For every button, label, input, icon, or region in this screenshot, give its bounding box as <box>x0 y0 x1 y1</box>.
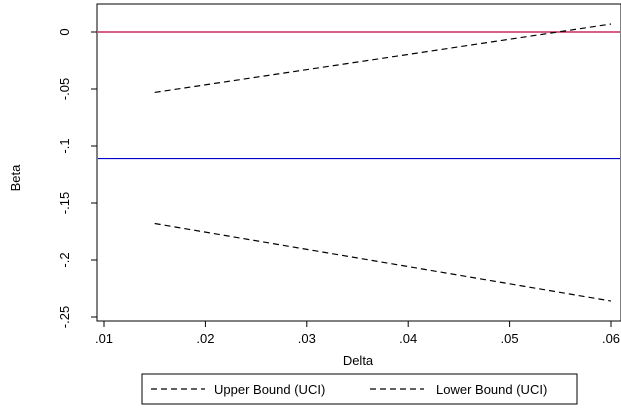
x-tick-label: .04 <box>399 331 417 346</box>
y-tick-label: -.05 <box>57 78 72 100</box>
reference-lines <box>98 31 620 160</box>
y-tick-label: -.1 <box>57 138 72 153</box>
x-tick-label: .02 <box>196 331 214 346</box>
plot-frame <box>96 3 621 322</box>
legend-box <box>141 373 578 405</box>
legend: Upper Bound (UCI) Lower Bound (UCI) <box>141 373 578 405</box>
x-tick-label: .05 <box>501 331 519 346</box>
x-tick-label: .06 <box>602 331 620 346</box>
x-axis-title: Delta <box>343 353 374 368</box>
series-line-2 <box>154 222 612 302</box>
x-tick-label: .03 <box>298 331 316 346</box>
x-tick-label: .01 <box>95 331 113 346</box>
series-line-1 <box>154 23 612 94</box>
x-axis: .01 .02 .03 .04 .05 .06 <box>95 321 620 346</box>
y-tick-label: -.15 <box>57 192 72 214</box>
series-lines <box>154 23 612 302</box>
y-tick-label: -.25 <box>57 306 72 328</box>
legend-label-2: Lower Bound (UCI) <box>436 382 547 397</box>
y-axis: 0 -.05 -.1 -.15 -.2 -.25 <box>57 28 97 328</box>
y-axis-title: Beta <box>8 164 23 192</box>
legend-label-1: Upper Bound (UCI) <box>214 382 325 397</box>
y-tick-label: -.2 <box>57 252 72 267</box>
y-tick-label: 0 <box>57 28 72 35</box>
